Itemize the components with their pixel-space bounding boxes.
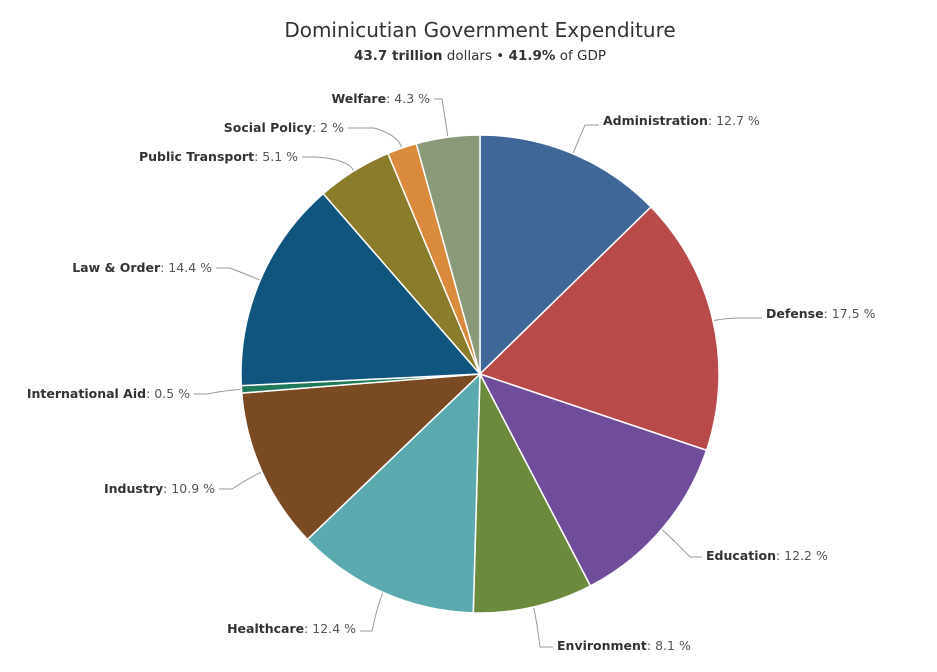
label-law-and-order: Law & Order: 14.4 % <box>72 260 212 275</box>
label-name: Healthcare <box>227 621 304 636</box>
label-name: Defense <box>766 306 824 321</box>
connector-social-policy <box>348 127 403 148</box>
slice-administration[interactable] <box>479 134 653 376</box>
label-value: : 10.9 % <box>163 481 215 496</box>
label-value: : 8.1 % <box>647 638 691 653</box>
connector-defense <box>713 317 762 322</box>
label-value: : 4.3 % <box>386 91 430 106</box>
label-value: : 2 % <box>312 120 344 135</box>
connector-industry <box>219 471 262 490</box>
label-defense: Defense: 17.5 % <box>766 306 876 321</box>
connector-law-and-order <box>216 267 260 281</box>
slice-healthcare[interactable] <box>306 372 481 614</box>
label-name: Public Transport <box>139 149 254 164</box>
slice-law-and-order[interactable] <box>240 192 482 387</box>
gdp-share: 41.9% <box>508 48 556 64</box>
label-name: Industry <box>104 481 163 496</box>
label-value: : 14.4 % <box>160 260 212 275</box>
label-name: Administration <box>603 113 708 128</box>
connector-international-aid <box>194 388 241 395</box>
label-environment: Environment: 8.1 % <box>557 638 691 653</box>
gdp-suffix: of GDP <box>559 48 606 64</box>
connector-public-transport <box>302 156 354 171</box>
label-public-transport: Public Transport: 5.1 % <box>139 149 298 164</box>
slice-defense[interactable] <box>478 205 720 452</box>
label-value: : 17.5 % <box>824 306 876 321</box>
label-value: : 12.7 % <box>708 113 760 128</box>
label-welfare: Welfare: 4.3 % <box>331 91 430 106</box>
label-value: : 5.1 % <box>254 149 298 164</box>
label-name: Environment <box>557 638 647 653</box>
chart-title: Dominicutian Government Expenditure <box>284 18 676 42</box>
slice-welfare[interactable] <box>415 134 481 375</box>
subtitle-separator: • <box>496 48 505 64</box>
pie-slices <box>240 134 720 614</box>
connector-administration <box>572 124 599 154</box>
slice-education[interactable] <box>478 372 708 587</box>
label-healthcare: Healthcare: 12.4 % <box>227 621 356 636</box>
chart-subtitle: 43.7 trillion dollars • 41.9% of GDP <box>0 48 937 64</box>
label-connectors <box>194 98 762 648</box>
label-value: : 12.2 % <box>776 548 828 563</box>
label-name: International Aid <box>27 386 146 401</box>
label-name: Law & Order <box>72 260 161 275</box>
label-name: Social Policy <box>224 120 312 135</box>
connector-environment <box>533 607 553 648</box>
connector-welfare <box>434 98 449 137</box>
connector-healthcare <box>360 593 384 632</box>
label-value: : 0.5 % <box>146 386 190 401</box>
connector-education <box>662 529 702 558</box>
label-industry: Industry: 10.9 % <box>104 481 215 496</box>
label-international-aid: International Aid: 0.5 % <box>27 386 190 401</box>
label-social-policy: Social Policy: 2 % <box>224 120 344 135</box>
slice-labels: Administration: 12.7 % Defense: 17.5 % Edu… <box>27 91 876 653</box>
label-name: Welfare <box>331 91 386 106</box>
slice-industry[interactable] <box>240 373 483 541</box>
total-unit: dollars <box>446 48 492 64</box>
label-name: Education <box>706 548 776 563</box>
total-value: 43.7 trillion <box>353 48 443 64</box>
label-value: : 12.4 % <box>304 621 356 636</box>
slice-environment[interactable] <box>472 371 592 614</box>
label-education: Education: 12.2 % <box>706 548 828 563</box>
label-administration: Administration: 12.7 % <box>603 113 760 128</box>
